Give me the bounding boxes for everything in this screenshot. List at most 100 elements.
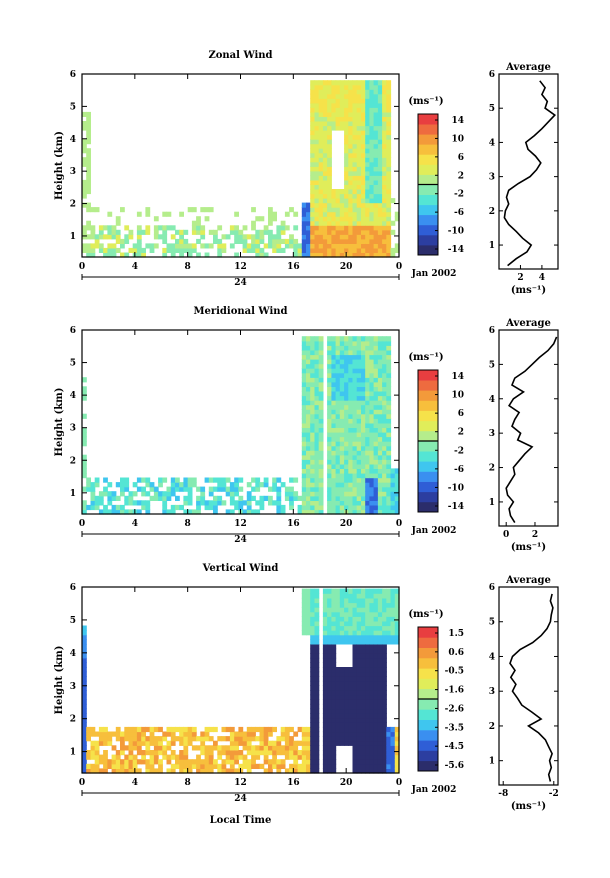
heatmap-cell	[356, 175, 362, 181]
heatmap-cell	[373, 84, 379, 90]
heatmap-cell	[314, 409, 320, 415]
heatmap-cell	[356, 450, 362, 456]
heatmap-cell	[339, 189, 345, 195]
heatmap-cell	[386, 754, 392, 760]
heatmap-cell	[361, 354, 366, 360]
heatmap-cell	[373, 653, 379, 659]
heatmap-cell	[344, 345, 349, 351]
heatmap-cell	[377, 139, 383, 145]
heatmap-cell	[246, 759, 252, 765]
heatmap-cell	[251, 509, 256, 515]
heatmap-cell	[373, 216, 379, 222]
heatmap-cell	[90, 247, 96, 253]
heatmap-cell	[352, 340, 358, 346]
heatmap-cell	[352, 84, 358, 90]
heatmap-cell	[335, 400, 341, 406]
heatmap-cell	[107, 229, 113, 235]
heatmap-cell	[369, 754, 375, 760]
heatmap-cell	[136, 726, 142, 733]
heatmap-cell	[352, 386, 358, 392]
heatmap-cell	[217, 736, 223, 742]
heatmap-cell	[322, 107, 328, 113]
heatmap-cell	[386, 588, 392, 594]
heatmap-cell	[373, 121, 379, 127]
heatmap-cell	[82, 639, 87, 645]
heatmap-cell	[382, 386, 387, 392]
heatmap-cell	[365, 418, 370, 424]
heatmap-cell	[356, 657, 362, 663]
heatmap-cell	[369, 139, 375, 145]
heatmap-cell	[382, 690, 387, 696]
heatmap-cell	[369, 229, 375, 235]
heatmap-cell	[377, 708, 383, 714]
heatmap-cell	[103, 740, 108, 746]
heatmap-cell	[322, 740, 328, 746]
heatmap-cell	[361, 680, 366, 686]
heatmap-cell	[365, 354, 370, 360]
heatmap-cell	[373, 445, 379, 451]
heatmap-cell	[361, 143, 366, 149]
heatmap-cell	[365, 116, 370, 122]
heatmap-cell	[356, 211, 362, 217]
heatmap-cell	[352, 644, 358, 650]
heatmap-cell	[82, 759, 87, 765]
heatmap-cell	[242, 509, 248, 515]
x-tick-label: 0	[396, 778, 402, 788]
heatmap-cell	[318, 193, 324, 199]
heatmap-cell	[162, 731, 168, 737]
heatmap-cell	[120, 736, 125, 742]
heatmap-cell	[382, 441, 387, 447]
heatmap-cell	[382, 662, 387, 668]
heatmap-cell	[128, 247, 134, 253]
heatmap-cell	[120, 759, 125, 765]
heatmap-cell	[361, 161, 366, 167]
heatmap-cell	[306, 477, 311, 483]
heatmap-cell	[390, 593, 396, 599]
heatmap-cell	[310, 243, 315, 249]
heatmap-cell	[318, 243, 324, 249]
heatmap-cell	[141, 500, 146, 506]
heatmap-cell	[314, 148, 320, 154]
heatmap-cell	[82, 648, 87, 654]
heatmap-cell	[348, 377, 354, 383]
heatmap-cell	[136, 509, 142, 515]
heatmap-cell	[145, 509, 151, 515]
heatmap-cell	[124, 234, 130, 240]
heatmap-cell	[339, 368, 345, 374]
heatmap-cell	[200, 759, 206, 765]
heatmap-cell	[331, 98, 337, 104]
heatmap-cell	[141, 491, 146, 497]
heatmap-cell	[369, 685, 375, 691]
heatmap-cell	[196, 768, 201, 774]
heatmap-cell	[365, 482, 370, 488]
heatmap-cell	[377, 116, 383, 122]
heatmap-cell	[284, 768, 290, 774]
heatmap-cell	[361, 597, 366, 604]
heatmap-cell	[310, 229, 315, 235]
heatmap-cell	[327, 229, 332, 235]
heatmap-cell	[369, 611, 375, 617]
heatmap-cell	[310, 588, 315, 594]
heatmap-cell	[301, 597, 307, 604]
heatmap-cell	[331, 713, 337, 719]
profile-y-tick-label: 2	[489, 722, 495, 732]
heatmap-cell	[365, 607, 370, 613]
heatmap-cell	[314, 80, 320, 86]
heatmap-cell	[103, 726, 108, 733]
heatmap-cell	[339, 676, 345, 682]
x-tick-label: 4	[132, 262, 138, 272]
heatmap-cell	[382, 372, 387, 378]
heatmap-cell	[82, 463, 87, 469]
heatmap-cell	[382, 491, 387, 497]
heatmap-cell	[377, 175, 383, 181]
heatmap-cell	[344, 593, 349, 599]
heatmap-cell	[124, 477, 130, 483]
heatmap-cell	[335, 98, 341, 104]
heatmap-cell	[111, 225, 117, 231]
heatmap-cell	[365, 390, 370, 397]
heatmap-cell	[132, 759, 138, 765]
heatmap-cell	[145, 211, 151, 217]
profile-x-tick-label: 4	[539, 273, 545, 283]
heatmap-cell	[361, 349, 366, 356]
heatmap-cell	[327, 703, 332, 710]
